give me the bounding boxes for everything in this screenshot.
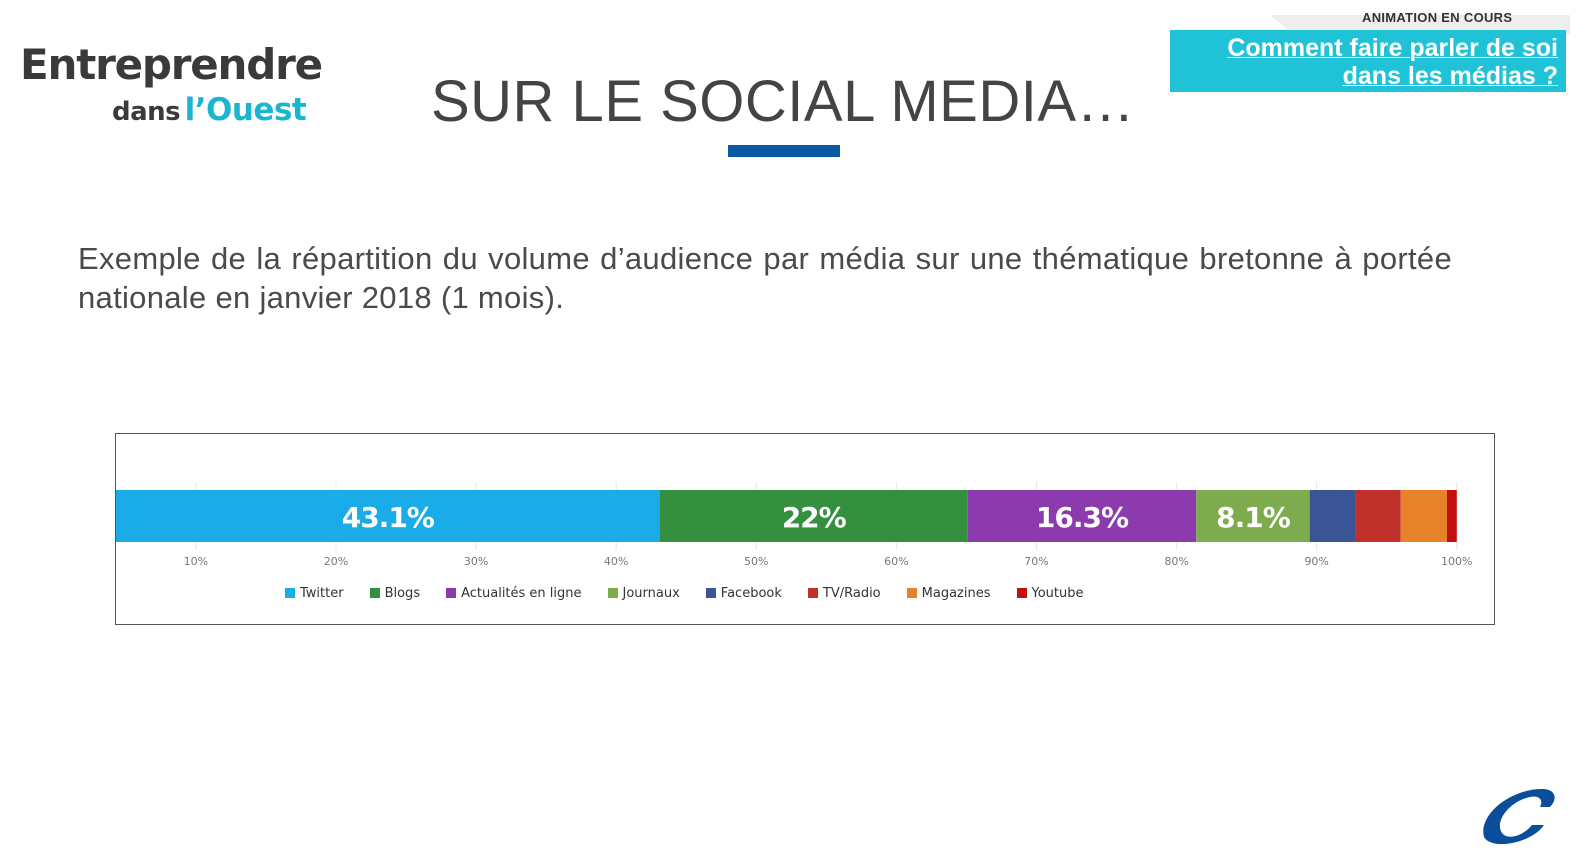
x-tick-label: 10% xyxy=(184,555,208,568)
data-label-blogs: 22% xyxy=(782,501,847,534)
logo-ouest: l’Ouest xyxy=(184,92,307,128)
session-title: Comment faire parler de soi dans les méd… xyxy=(1227,34,1558,90)
stacked-bar-chart: 43.1% 22% 16.3% 8.1% 10% 20% 30% 40% 50% 60% 70% 80… xyxy=(116,482,1472,568)
logo-wordmark: Entreprendre xyxy=(20,40,323,89)
legend-label: Facebook xyxy=(720,585,782,601)
bar-segment-magazines xyxy=(1400,490,1447,542)
x-tick-label: 20% xyxy=(324,555,348,568)
legend-swatch xyxy=(705,588,716,598)
legend-item-blogs: Blogs xyxy=(369,584,421,602)
bar-segment-tv-radio xyxy=(1355,490,1401,542)
x-tick-label: 40% xyxy=(604,555,628,568)
data-label-twitter: 43.1% xyxy=(342,501,435,534)
legend-item-magazines: Magazines xyxy=(906,584,991,602)
chart-frame: 43.1% 22% 16.3% 8.1% 10% 20% 30% 40% 50% 60% 70% 80… xyxy=(115,433,1495,625)
legend-label: Journaux xyxy=(622,585,680,601)
bar-segment-facebook xyxy=(1309,490,1356,542)
legend-item-tv-radio: TV/Radio xyxy=(807,584,881,602)
bar-segment-twitter xyxy=(116,490,660,542)
cci-swoosh-logo xyxy=(1483,789,1555,845)
legend-label: Magazines xyxy=(921,585,991,601)
bar-segment-youtube xyxy=(1446,490,1457,542)
legend-label: Youtube xyxy=(1031,585,1084,601)
bar-segment-blogs xyxy=(659,490,968,542)
entreprendre-dans-louest-logo: Entreprendre dans l’Ouest xyxy=(20,40,323,135)
x-tick-label: 90% xyxy=(1304,555,1328,568)
x-tick-label: 30% xyxy=(464,555,488,568)
legend-swatch xyxy=(285,588,295,598)
legend-label: Actualités en ligne xyxy=(461,585,582,601)
x-tick-label: 50% xyxy=(744,555,768,568)
legend-item-journaux: Journaux xyxy=(607,584,680,602)
chart-legend: Twitter Blogs Actualités en ligne Journaux F… xyxy=(285,584,1110,602)
legend-label: Blogs xyxy=(384,585,421,601)
chart-description: Exemple de la répartition du volume d’au… xyxy=(78,241,1452,315)
x-tick-label: 100% xyxy=(1441,555,1472,568)
data-label-journaux: 8.1% xyxy=(1216,501,1291,534)
page-title: SUR LE SOCIAL MEDIA… xyxy=(430,69,1136,134)
legend-swatch xyxy=(446,588,457,598)
legend-swatch xyxy=(1016,588,1027,598)
legend-item-actualit-s-en-ligne: Actualités en ligne xyxy=(446,584,582,602)
legend-item-youtube: Youtube xyxy=(1016,584,1084,602)
x-tick-label: 60% xyxy=(884,555,908,568)
bar-segment-actualit-s-en-ligne xyxy=(967,490,1197,542)
legend-swatch xyxy=(906,588,917,598)
legend-item-facebook: Facebook xyxy=(705,584,782,602)
legend-swatch xyxy=(807,588,818,598)
legend-swatch xyxy=(369,588,380,598)
data-label-actualit-s-en-ligne: 16.3% xyxy=(1036,501,1129,534)
x-tick-label: 80% xyxy=(1164,555,1188,568)
logo-subline: dans l’Ouest xyxy=(112,92,307,128)
banner-status: ANIMATION EN COURS xyxy=(1362,10,1513,25)
legend-label: Twitter xyxy=(300,585,344,601)
x-tick-label: 70% xyxy=(1024,555,1048,568)
legend-swatch xyxy=(607,588,618,598)
title-underline xyxy=(728,145,840,157)
legend-item-twitter: Twitter xyxy=(285,584,344,602)
bar-segment-journaux xyxy=(1196,490,1310,542)
legend-label: TV/Radio xyxy=(822,585,881,601)
session-banner: Comment faire parler de soi dans les méd… xyxy=(1170,30,1566,92)
logo-dans: dans xyxy=(112,97,181,127)
